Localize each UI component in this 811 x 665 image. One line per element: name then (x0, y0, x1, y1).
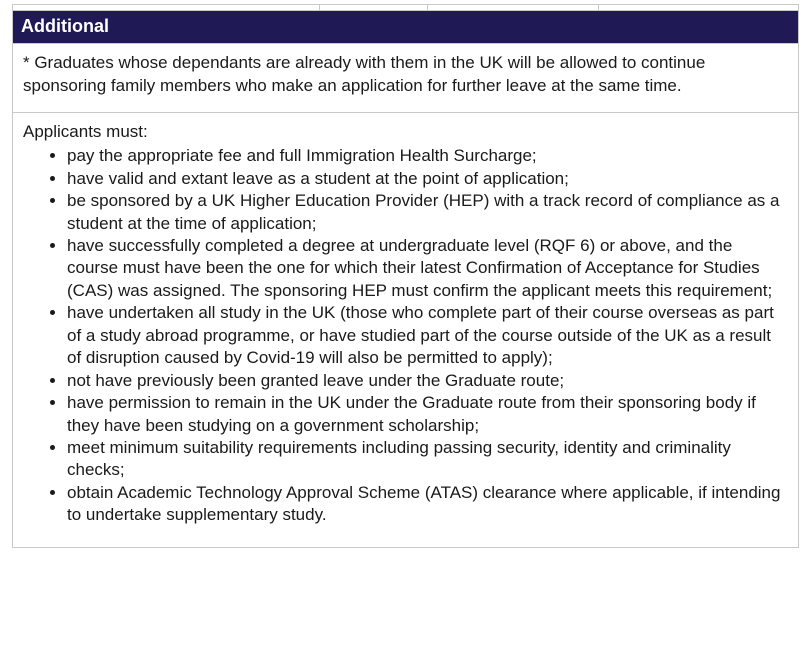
table-container: Additional * Graduates whose dependants … (12, 4, 799, 548)
section-header: Additional (13, 11, 798, 44)
requirements-cell: Applicants must: pay the appropriate fee… (13, 113, 798, 547)
list-item: have undertaken all study in the UK (tho… (67, 302, 786, 369)
continuation-cell (13, 5, 320, 10)
requirements-list: pay the appropriate fee and full Immigra… (23, 145, 786, 526)
footnote-text: * Graduates whose dependants are already… (13, 44, 798, 113)
document-page: Additional * Graduates whose dependants … (0, 0, 811, 665)
list-item: have successfully completed a degree at … (67, 235, 786, 302)
list-item: meet minimum suitability requirements in… (67, 437, 786, 482)
continuation-cell (599, 5, 798, 10)
requirements-intro: Applicants must: (23, 121, 786, 144)
list-item: obtain Academic Technology Approval Sche… (67, 482, 786, 527)
continuation-cell (320, 5, 428, 10)
list-item: be sponsored by a UK Higher Education Pr… (67, 190, 786, 235)
list-item: have permission to remain in the UK unde… (67, 392, 786, 437)
list-item: have valid and extant leave as a student… (67, 168, 786, 190)
list-item: pay the appropriate fee and full Immigra… (67, 145, 786, 167)
list-item: not have previously been granted leave u… (67, 370, 786, 392)
continuation-cell (428, 5, 599, 10)
